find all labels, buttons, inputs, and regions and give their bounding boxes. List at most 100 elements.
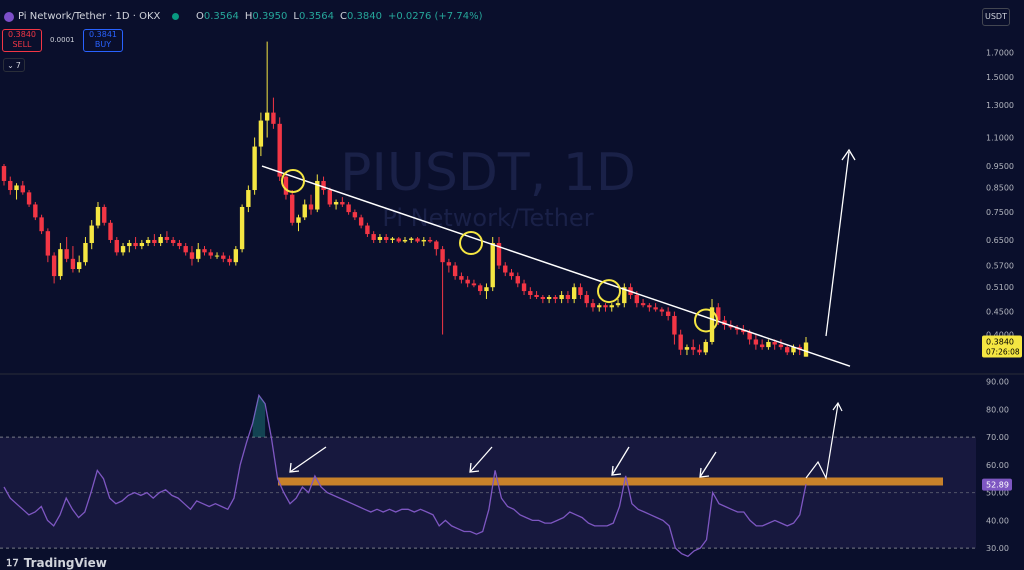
price-tick-label: 1.3000 <box>986 101 1014 110</box>
candle-body <box>20 185 25 193</box>
candle-body <box>697 349 702 353</box>
price-tick-label: 0.5100 <box>986 283 1014 292</box>
candle-body <box>39 217 44 232</box>
buy-button[interactable]: 0.3841 BUY <box>83 29 123 52</box>
sell-price: 0.3840 <box>8 30 36 39</box>
candle-body <box>421 239 426 242</box>
candle-body <box>477 285 483 292</box>
candle-body <box>202 249 207 253</box>
candle-body <box>490 242 495 288</box>
last-price-label-bg <box>982 335 1022 358</box>
candle-body <box>553 297 558 300</box>
candle-body <box>452 265 458 277</box>
price-tick-label: 0.5700 <box>986 262 1014 271</box>
candle-body <box>221 255 226 259</box>
candle-body <box>227 258 232 263</box>
candle-body <box>315 180 320 210</box>
candle-body <box>390 238 395 240</box>
price-tick-label: 0.4000 <box>986 331 1014 340</box>
price-tick-label: 1.7000 <box>986 49 1014 58</box>
pi-logo-icon <box>4 11 14 22</box>
candles-group <box>1 41 809 357</box>
rsi-touch-arrowhead <box>699 467 710 478</box>
rsi-overbought-fill <box>252 395 266 438</box>
candle-body <box>58 249 63 277</box>
candle-body <box>365 225 370 235</box>
rsi-value-label: 52.89 <box>986 481 1009 490</box>
rsi-touch-arrowhead <box>469 462 480 473</box>
touch-highlight-circle <box>597 279 621 304</box>
candle-body <box>308 204 314 210</box>
rsi-touch-arrow <box>611 446 630 476</box>
high-key: H <box>244 11 253 22</box>
candle-body <box>534 295 539 298</box>
candle-body <box>653 307 658 310</box>
indicators-toggle[interactable]: ⌄ 7 <box>3 58 25 72</box>
candle-body <box>803 342 809 357</box>
candle-body <box>791 347 796 353</box>
tradingview-logo: 𝟣𝟩 TradingView <box>6 556 107 570</box>
candle-body <box>83 242 88 263</box>
candle-body <box>540 297 546 300</box>
candle-body <box>102 206 107 223</box>
candle-body <box>139 242 145 247</box>
open-value: 0.3564 <box>203 11 239 22</box>
candle-body <box>177 242 182 247</box>
chevron-down-icon: ⌄ <box>7 60 14 70</box>
rsi-tick-label: 60.00 <box>986 461 1009 470</box>
candle-body <box>271 112 276 124</box>
indicators-count: 7 <box>15 60 21 70</box>
candle-body <box>321 180 326 191</box>
candle-body <box>377 236 383 240</box>
candle-body <box>252 146 257 191</box>
candle-body <box>233 249 239 263</box>
rsi-resistance-band <box>278 477 943 486</box>
price-projection-arrowhead <box>841 148 856 161</box>
currency-selector[interactable]: USDT <box>982 8 1010 26</box>
candle-body <box>766 341 771 348</box>
candle-body <box>496 242 502 266</box>
candle-body <box>127 242 132 247</box>
change-value: +0.0276 (+7.74%) <box>387 11 483 22</box>
candle-body <box>559 295 564 300</box>
price-tick-label: 0.9500 <box>986 162 1014 171</box>
bar-countdown-label: 07:26:08 <box>986 347 1020 356</box>
candle-body <box>440 249 445 263</box>
rsi-projection-arrowhead <box>832 401 843 412</box>
candle-body <box>634 295 640 304</box>
candle-body <box>170 239 176 243</box>
candle-body <box>384 236 389 240</box>
candle-body <box>691 347 696 350</box>
rsi-touch-arrow <box>699 451 717 478</box>
low-value: 0.3564 <box>298 11 334 22</box>
touch-highlight-circle <box>694 308 718 333</box>
candle-body <box>283 176 289 195</box>
ohlc-values: O0.3564 H0.3950 L0.3564 C0.3840 +0.0276 … <box>196 11 482 22</box>
descending-trendline <box>261 165 851 367</box>
candle-body <box>14 185 19 191</box>
candle-body <box>45 231 51 256</box>
rsi-tick-label: 40.00 <box>986 516 1009 525</box>
symbol-title: Pi Network/Tether · 1D · OKX <box>18 11 161 22</box>
price-tick-label: 1.5000 <box>986 73 1014 82</box>
candle-body <box>659 309 665 312</box>
candle-body <box>246 190 251 207</box>
candle-body <box>89 225 94 243</box>
candle-body <box>509 272 514 277</box>
symbol-info[interactable]: Pi Network/Tether · 1D · OKX <box>4 11 180 22</box>
candle-body <box>753 339 759 345</box>
price-tick-label: 0.8500 <box>986 184 1014 193</box>
candle-body <box>358 217 364 226</box>
candle-body <box>546 297 552 300</box>
touch-highlight-circle <box>459 230 483 255</box>
candle-body <box>95 206 101 226</box>
candle-body <box>597 305 602 308</box>
price-tick-label: 0.7500 <box>986 208 1014 217</box>
sell-button[interactable]: 0.3840 SELL <box>2 29 42 52</box>
last-price-label: 0.3840 <box>986 337 1014 346</box>
candle-body <box>409 238 414 240</box>
candle-body <box>640 303 646 306</box>
rsi-tick-label: 70.00 <box>986 433 1009 442</box>
candle-body <box>402 239 408 242</box>
